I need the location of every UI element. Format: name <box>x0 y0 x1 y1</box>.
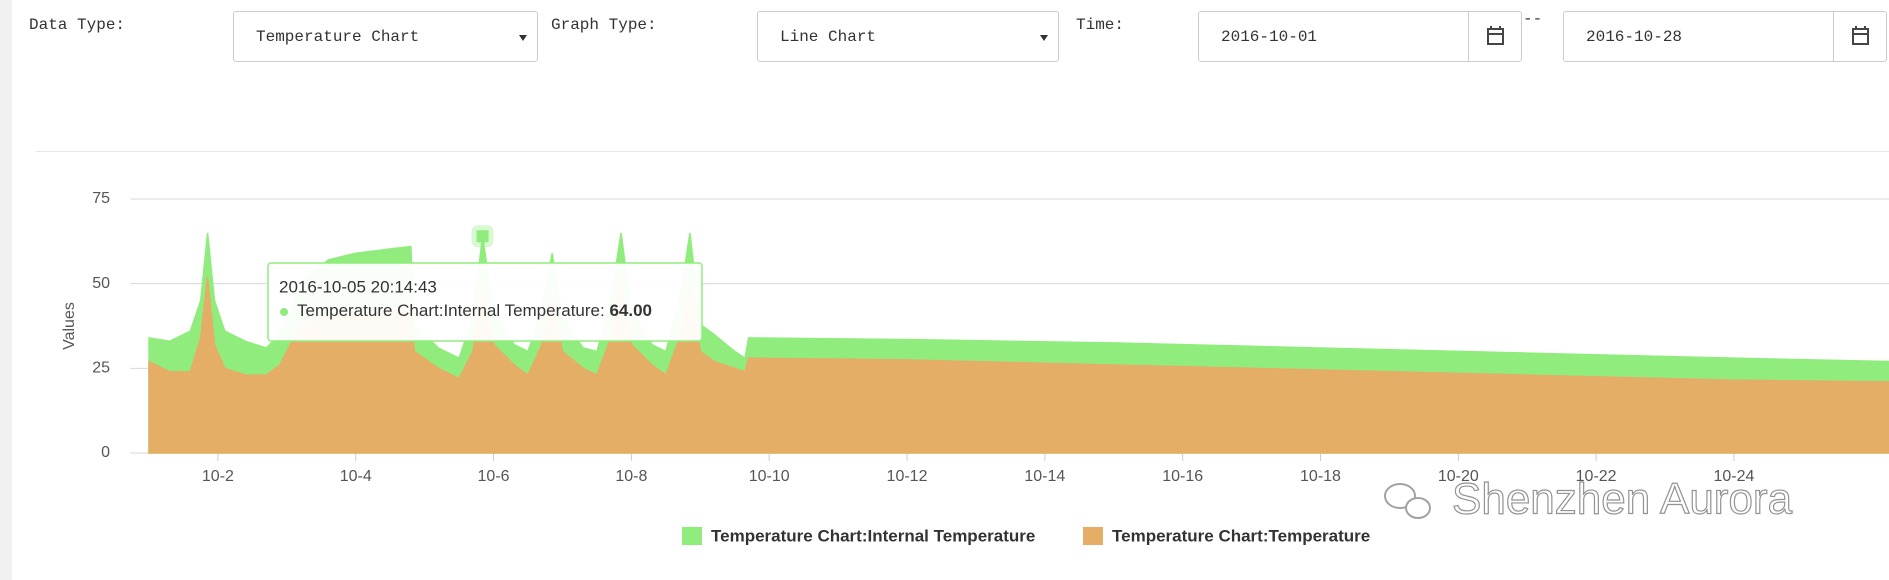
plot-area <box>148 225 1889 454</box>
end-date-value: 2016-10-28 <box>1586 28 1683 46</box>
legend-swatch <box>1083 527 1103 545</box>
legend-swatch <box>682 527 702 545</box>
legend-item[interactable]: Temperature Chart:Internal Temperature <box>682 526 1035 545</box>
x-tick-label: 10-24 <box>1713 468 1754 485</box>
x-tick-label: 10-18 <box>1300 468 1341 485</box>
tooltip-time: 2016-10-05 20:14:43 <box>279 277 437 296</box>
x-tick-label: 10-8 <box>615 468 647 485</box>
data-type-label: Data Type: <box>29 16 126 34</box>
separator-line <box>36 151 1889 152</box>
calendar-icon <box>1487 26 1504 45</box>
x-tick-label: 10-10 <box>749 468 790 485</box>
start-date-input[interactable]: 2016-10-01 <box>1198 11 1522 62</box>
graph-type-label: Graph Type: <box>551 16 657 34</box>
x-tick-label: 10-6 <box>478 468 510 485</box>
tooltip-box <box>267 262 703 342</box>
x-tick-label: 10-14 <box>1024 468 1065 485</box>
tooltip-line: Temperature Chart:Internal Temperature: … <box>297 301 652 320</box>
highlight-point <box>476 230 489 243</box>
tooltip-dot <box>280 308 288 316</box>
date-separator: -- <box>1523 10 1543 28</box>
calendar-icon <box>1852 26 1869 45</box>
area <box>148 276 1889 454</box>
x-tick-label: 10-2 <box>202 468 234 485</box>
tooltip-series: Temperature Chart:Internal Temperature: <box>297 301 605 320</box>
watermark: Shenzhen Aurora <box>1384 474 1793 524</box>
y-tick-label: 50 <box>92 275 110 292</box>
x-tick-label: 10-12 <box>887 468 928 485</box>
start-date-value: 2016-10-01 <box>1221 28 1318 46</box>
x-tick-label: 10-16 <box>1162 468 1203 485</box>
x-tick-label: 10-22 <box>1576 468 1617 485</box>
y-tick-label: 25 <box>92 360 110 377</box>
legend-item[interactable]: Temperature Chart:Temperature <box>1083 526 1370 545</box>
calendar-button[interactable] <box>1833 12 1886 61</box>
side-strip <box>0 0 12 580</box>
x-tick-label: 10-20 <box>1438 468 1479 485</box>
graph-type-value: Line Chart <box>780 28 877 46</box>
tooltip: 2016-10-05 20:14:43 Temperature Chart:In… <box>267 262 703 342</box>
graph-type-select[interactable]: Line Chart <box>757 11 1059 62</box>
y-tick-label: 75 <box>92 190 110 207</box>
x-tick-label: 10-4 <box>340 468 372 485</box>
end-date-input[interactable]: 2016-10-28 <box>1563 11 1887 62</box>
watermark-text: Shenzhen Aurora <box>1452 475 1793 524</box>
y-tick-label: 0 <box>101 444 110 461</box>
time-label: Time: <box>1076 16 1125 34</box>
tooltip-value: 64.00 <box>609 301 652 320</box>
data-type-value: Temperature Chart <box>256 28 420 46</box>
calendar-button[interactable] <box>1468 12 1521 61</box>
legend-label: Temperature Chart:Internal Temperature <box>711 526 1035 545</box>
legend-label: Temperature Chart:Temperature <box>1112 526 1370 545</box>
data-type-select[interactable]: Temperature Chart <box>233 11 538 62</box>
y-axis-label: Values <box>61 302 78 350</box>
